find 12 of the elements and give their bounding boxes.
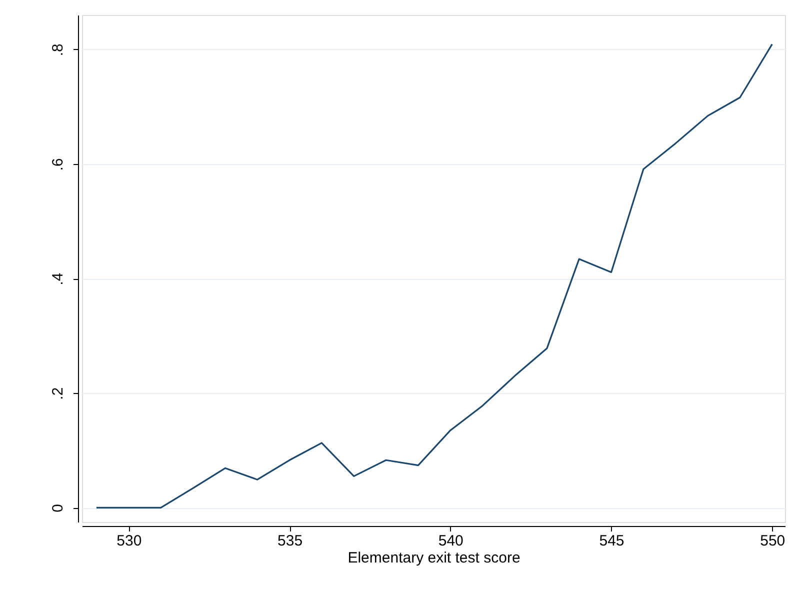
x-tick-label: 540 — [438, 532, 464, 550]
x-tick-label: 530 — [116, 532, 142, 550]
y-tick-label: 0 — [50, 504, 66, 512]
line-series — [96, 43, 773, 508]
y-tick-label: .2 — [50, 387, 66, 400]
y-tick-label: .4 — [50, 272, 66, 286]
x-axis-title: Elementary exit test score — [348, 550, 520, 566]
x-tick-label: 545 — [599, 532, 624, 550]
x-tick-label: 535 — [278, 532, 303, 550]
y-tick-label: .8 — [50, 44, 66, 56]
y-tick-label: .6 — [50, 158, 66, 171]
x-tick-label: 550 — [760, 532, 786, 550]
